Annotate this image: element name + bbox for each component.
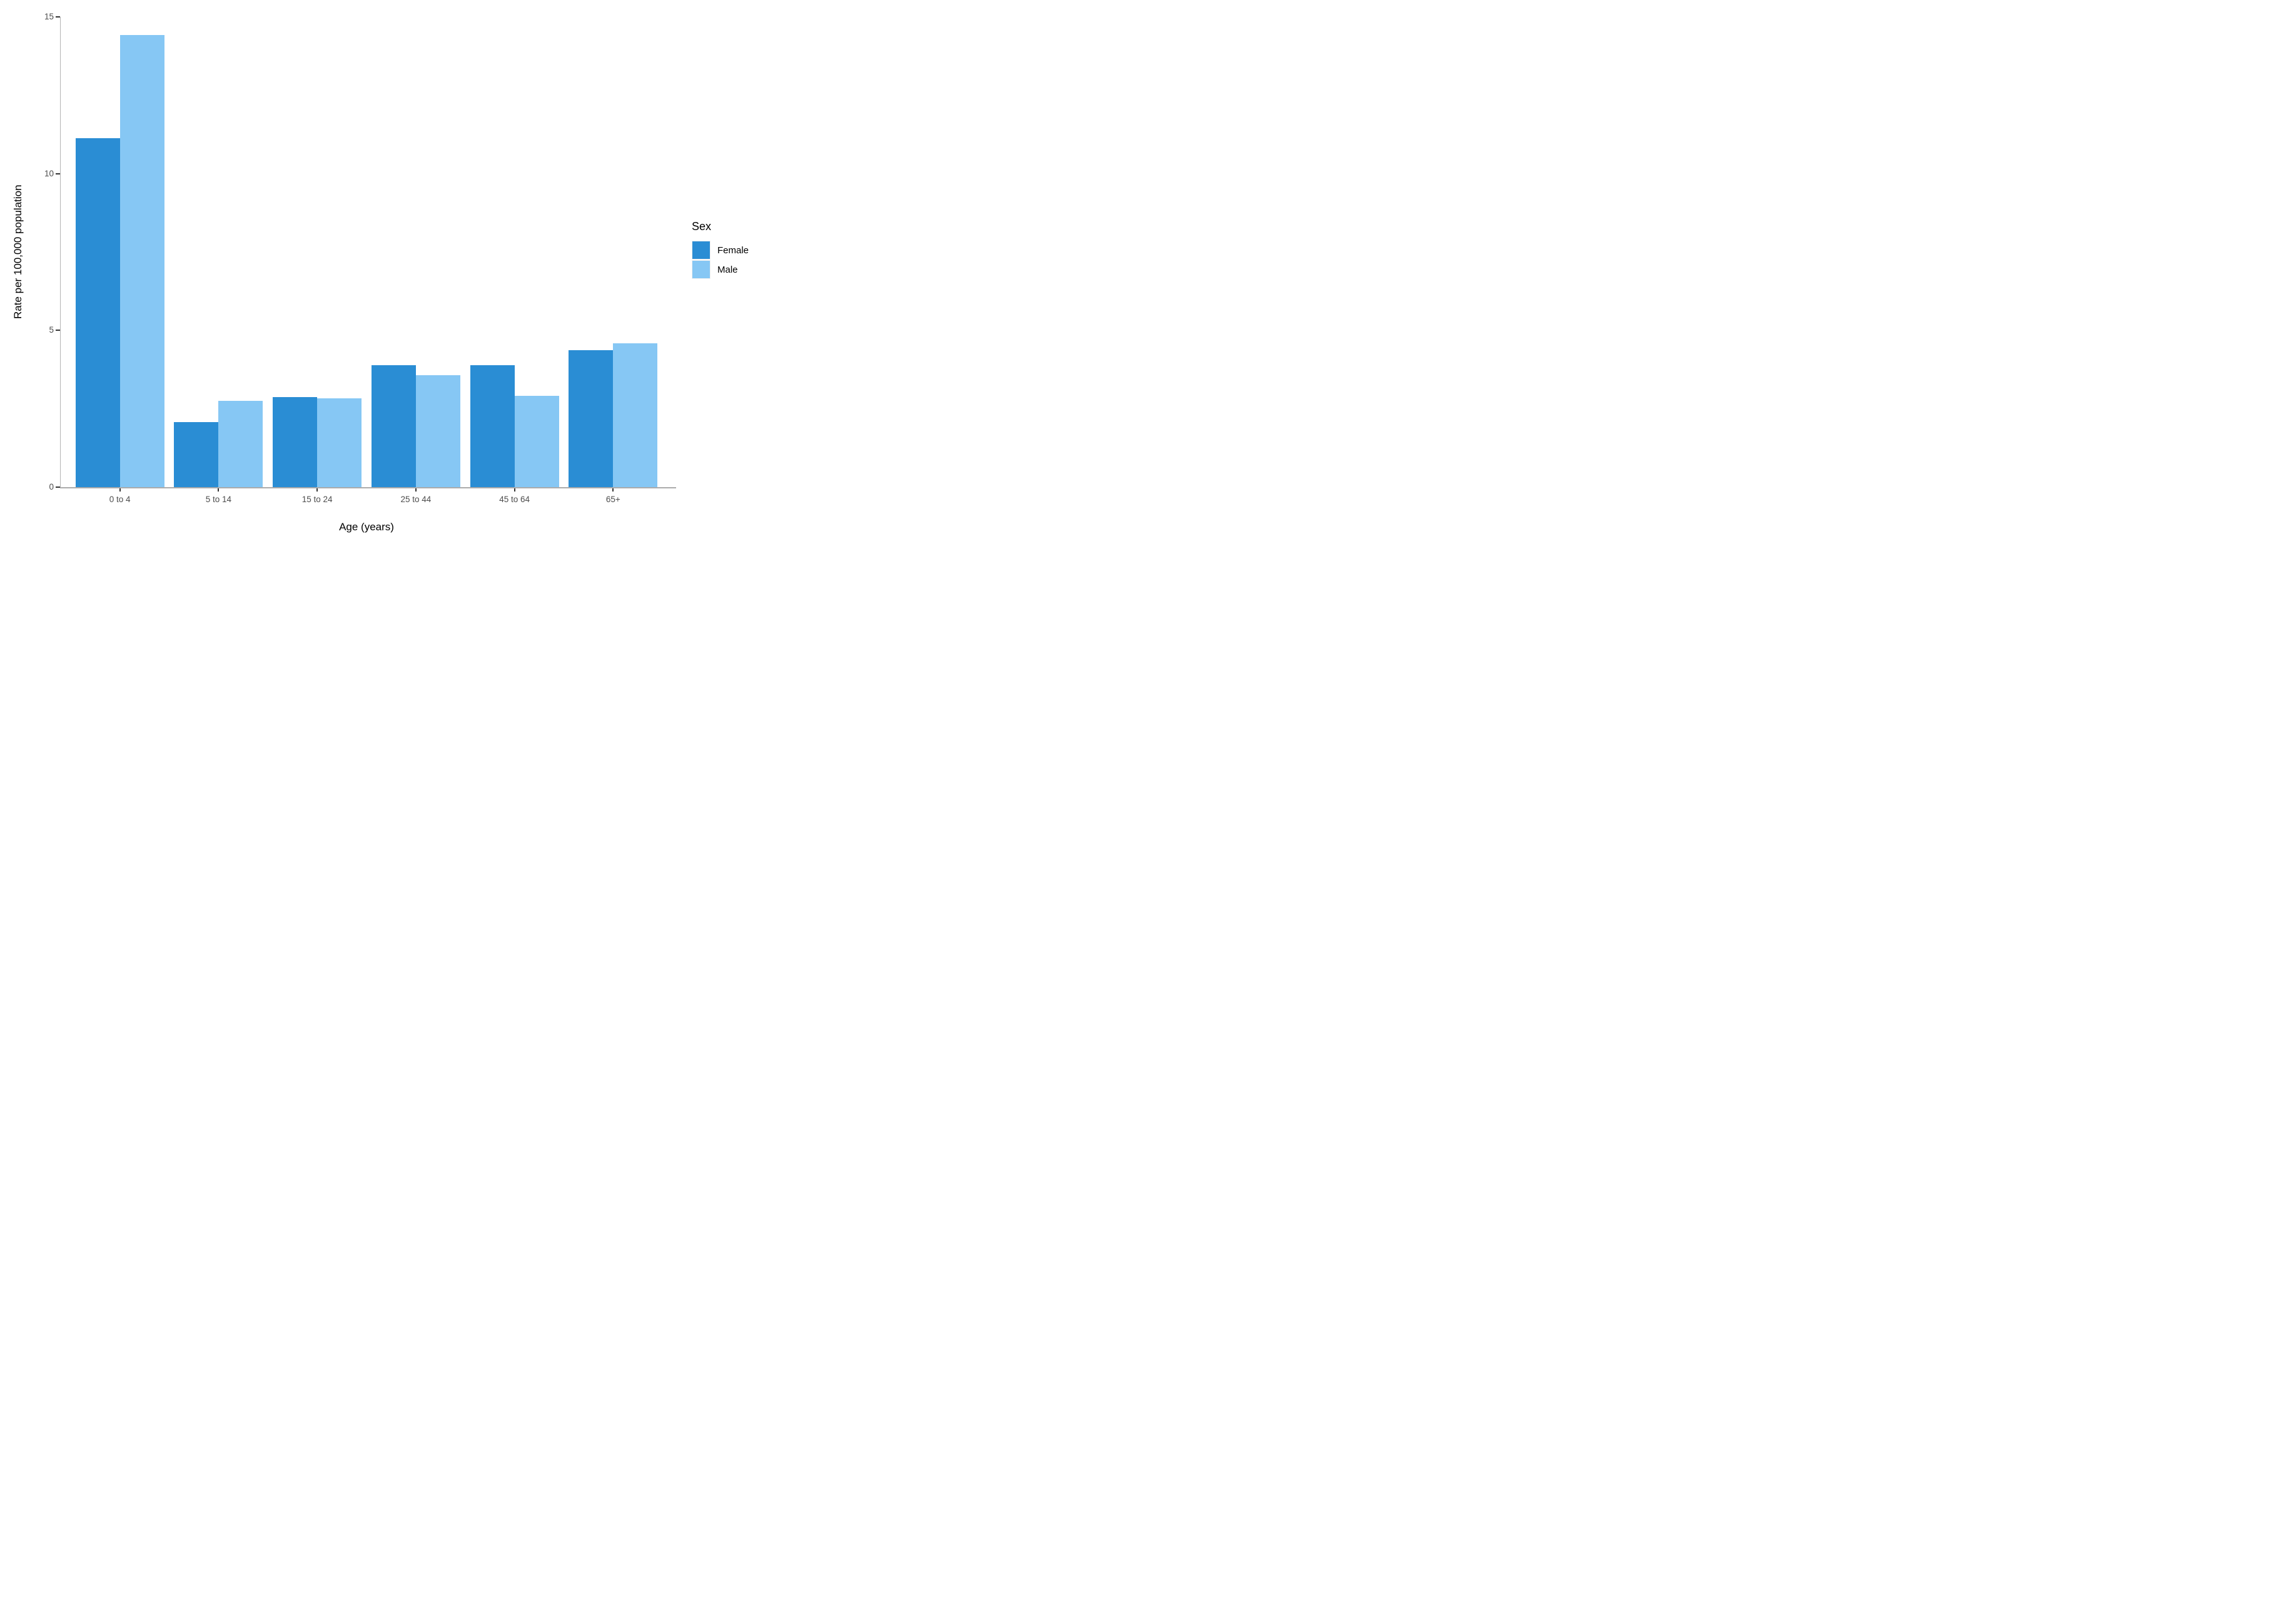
legend-label-female: Female bbox=[717, 245, 749, 256]
female-color-swatch bbox=[692, 241, 710, 259]
y-axis-tick-label-5: 5 bbox=[49, 325, 54, 335]
bar-female-65+ bbox=[569, 350, 614, 487]
bar-female-5-to-14 bbox=[174, 422, 219, 487]
x-axis-tick-2 bbox=[316, 488, 318, 492]
y-axis-tick-15 bbox=[56, 16, 60, 18]
bar-male-0-to-4 bbox=[119, 34, 164, 487]
x-axis-tick-label-4: 45 to 64 bbox=[499, 495, 530, 504]
bar-female-15-to-24 bbox=[273, 397, 318, 487]
bar-male-15-to-24 bbox=[317, 398, 362, 487]
x-axis-tick-label-1: 5 to 14 bbox=[205, 495, 232, 504]
bar-male-45-to-64 bbox=[514, 395, 559, 487]
bar-male-65+ bbox=[613, 343, 658, 487]
y-axis-tick-0 bbox=[56, 487, 60, 488]
bar-female-0-to-4 bbox=[75, 138, 120, 487]
y-axis-tick-label-0: 0 bbox=[49, 482, 54, 492]
x-axis-title: Age (years) bbox=[339, 521, 394, 533]
legend-item-male: Male bbox=[692, 260, 764, 279]
x-axis-tick-label-5: 65+ bbox=[605, 495, 620, 504]
y-axis-title-text: Rate per 100,000 population bbox=[12, 184, 24, 320]
x-axis-tick-1 bbox=[218, 488, 220, 492]
y-axis-tick-10 bbox=[56, 173, 60, 174]
male-color-swatch bbox=[692, 261, 710, 278]
y-axis-tick-label-10: 10 bbox=[44, 168, 54, 178]
x-axis-tick-0 bbox=[119, 488, 121, 492]
x-axis-tick-label-2: 15 to 24 bbox=[301, 495, 333, 504]
y-axis-title: Rate per 100,000 population bbox=[10, 17, 26, 487]
y-axis-line bbox=[59, 17, 61, 488]
bar-male-25-to-44 bbox=[415, 375, 460, 487]
legend-label-male: Male bbox=[717, 264, 738, 275]
bar-female-25-to-44 bbox=[371, 365, 416, 487]
x-axis-tick-3 bbox=[415, 488, 417, 492]
legend-title: Sex bbox=[692, 220, 712, 233]
grouped-bar-chart-figure: Rate per 100,000 population 0 5 10 15 0 to … bbox=[0, 0, 766, 540]
x-axis-tick-5 bbox=[612, 488, 614, 492]
x-axis-tick-label-0: 0 to 4 bbox=[109, 495, 131, 504]
y-axis-tick-label-15: 15 bbox=[44, 12, 54, 21]
x-axis-tick-label-3: 25 to 44 bbox=[400, 495, 432, 504]
legend-key-male bbox=[692, 260, 711, 279]
bar-male-5-to-14 bbox=[218, 401, 263, 487]
x-axis-line bbox=[59, 487, 676, 488]
legend: Sex Female Male bbox=[692, 220, 764, 280]
bar-female-45-to-64 bbox=[470, 365, 515, 487]
x-axis-tick-4 bbox=[513, 488, 515, 492]
legend-item-female: Female bbox=[692, 241, 764, 260]
y-axis-tick-5 bbox=[56, 330, 60, 331]
legend-key-female bbox=[692, 241, 711, 260]
